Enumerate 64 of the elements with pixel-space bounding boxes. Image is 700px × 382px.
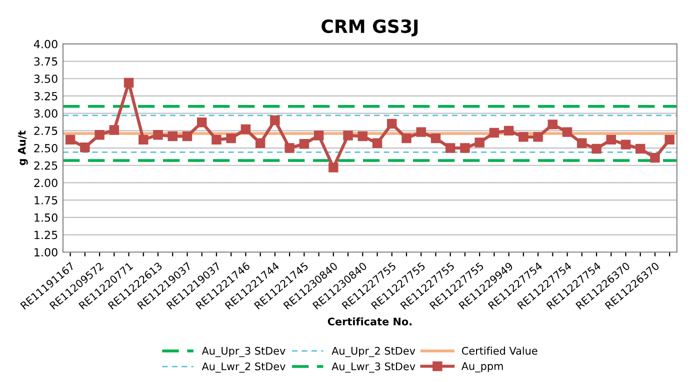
point — [314, 130, 324, 140]
point — [548, 120, 558, 130]
point — [196, 117, 207, 128]
point — [489, 128, 500, 138]
point — [138, 134, 148, 145]
point — [226, 133, 236, 144]
point — [577, 138, 587, 148]
point — [650, 152, 660, 163]
y-tick-label: 2.00 — [34, 178, 58, 188]
y-tick-label: 2.50 — [34, 144, 58, 152]
point — [445, 143, 456, 153]
point — [153, 130, 163, 140]
x-axis-title: Certificate No. — [328, 317, 412, 326]
y-tick-label: 3.50 — [34, 74, 58, 84]
legend-label: Au_ppm — [461, 362, 503, 372]
y-tick-label: 2.75 — [34, 126, 58, 136]
point — [212, 134, 222, 145]
point — [504, 126, 514, 136]
point — [299, 139, 310, 149]
point — [65, 134, 76, 145]
legend-label: Certified Value — [462, 346, 538, 355]
y-tick-label: 1.25 — [34, 230, 58, 240]
y-tick-label: 1.75 — [34, 196, 58, 204]
point — [635, 144, 646, 154]
point — [80, 142, 90, 152]
legend-label: Au_Upr_2 StDev — [332, 346, 416, 358]
point — [255, 138, 266, 148]
y-tick-label: 1.50 — [34, 213, 58, 222]
point — [416, 127, 426, 137]
y-tick-label: 1.00 — [34, 248, 58, 256]
point — [124, 78, 134, 88]
point — [168, 131, 178, 142]
point — [664, 134, 674, 145]
y-tick-label: 2.25 — [34, 161, 58, 170]
point — [284, 143, 294, 153]
point — [402, 133, 412, 144]
point — [562, 127, 572, 137]
point — [606, 134, 616, 145]
point — [533, 132, 543, 142]
point — [460, 143, 470, 153]
point — [358, 131, 368, 142]
point — [387, 118, 397, 129]
legend-label: Au_Upr_3 StDev — [202, 346, 286, 358]
point — [372, 138, 382, 148]
legend-label: Au_Lwr_3 StDev — [332, 362, 416, 373]
y-axis-title: g Au/t — [18, 130, 28, 166]
point — [430, 133, 441, 144]
y-tick-label: 3.75 — [34, 57, 58, 66]
point — [343, 130, 353, 140]
point — [620, 140, 631, 150]
y-tick-label: 3.00 — [34, 109, 58, 118]
legend-label: Au_Lwr_2 StDev — [202, 362, 286, 373]
point — [182, 131, 192, 142]
y-tick-label: 3.25 — [34, 92, 58, 100]
point — [109, 125, 120, 135]
y-tick-label: 4.00 — [34, 40, 58, 48]
point — [240, 124, 251, 134]
point — [270, 115, 280, 126]
point — [592, 144, 602, 154]
point — [474, 138, 484, 148]
point — [518, 132, 528, 142]
chart-title: CRM GS3J — [322, 19, 418, 36]
point — [328, 162, 338, 172]
point — [94, 130, 104, 140]
